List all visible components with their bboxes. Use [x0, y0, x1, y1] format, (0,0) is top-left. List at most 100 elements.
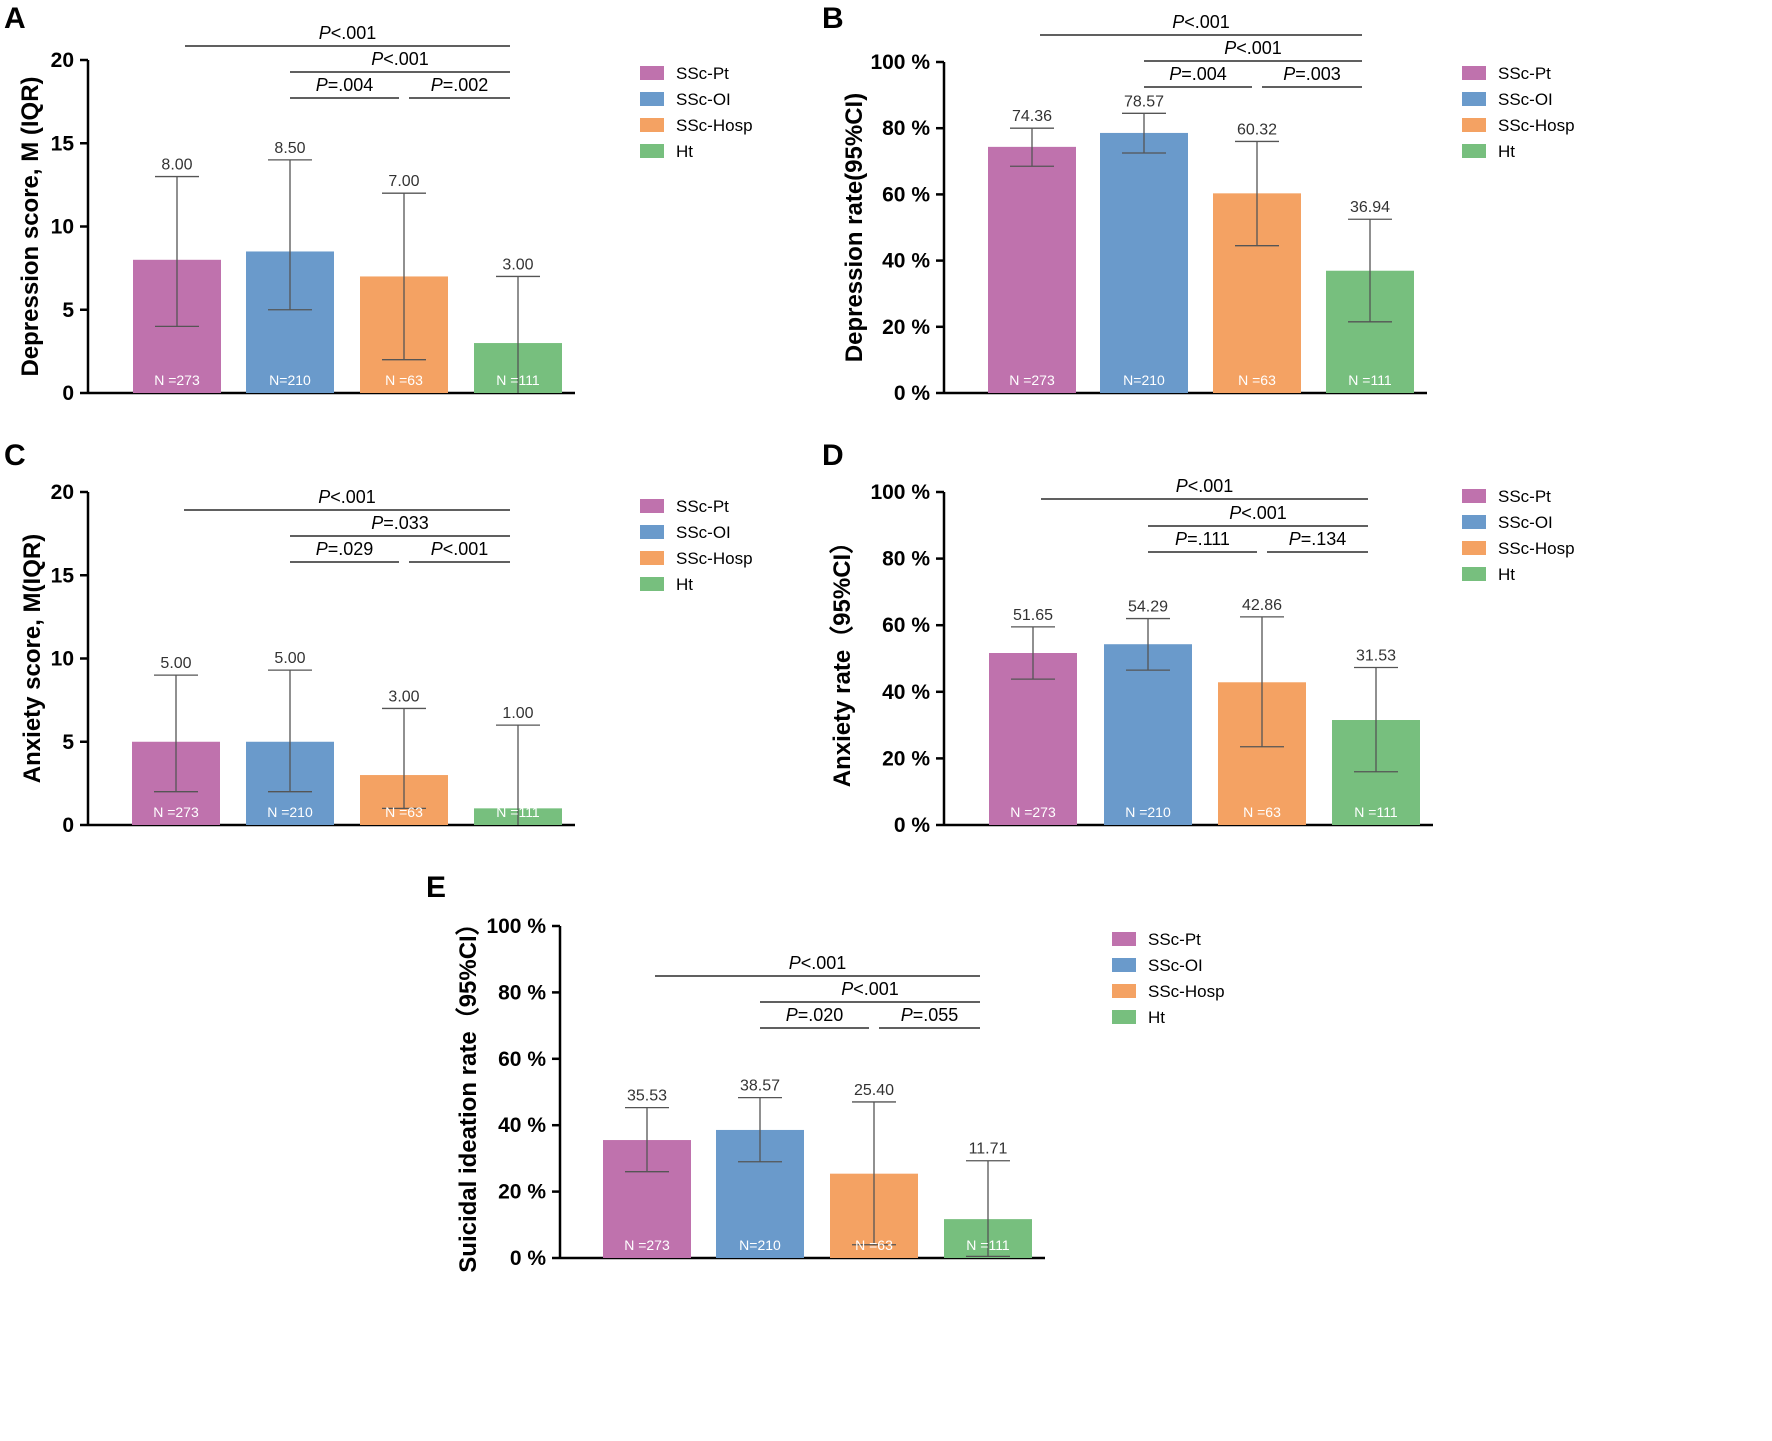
legend-swatch [1462, 92, 1486, 106]
n-label: N =111 [496, 372, 540, 388]
legend-label: SSc-Hosp [1148, 982, 1225, 1001]
data-label: 8.00 [161, 157, 192, 174]
p-value-label: P=.002 [431, 75, 489, 95]
legend-label: SSc-Hosp [676, 549, 753, 568]
data-label: 8.50 [274, 140, 305, 157]
legend-swatch [1462, 541, 1486, 555]
p-value-label: P<.001 [318, 487, 376, 507]
y-tick-label: 60 % [882, 183, 930, 206]
panel-c: C Anxiety score, M(IQR) 0 5 10 15 20 5.00 N =273… [4, 439, 753, 837]
panel-letter: A [4, 2, 26, 35]
n-label: N=210 [269, 372, 311, 388]
y-tick-label: 5 [62, 299, 74, 322]
p-value-label: P<.001 [371, 49, 429, 69]
n-label: N =63 [1238, 372, 1276, 388]
legend-label: SSc-OI [676, 90, 731, 109]
panel-letter: D [822, 439, 844, 472]
n-label: N =210 [1125, 804, 1171, 820]
y-tick-label: 5 [62, 731, 74, 754]
legend-swatch [1112, 932, 1136, 946]
y-tick-label: 0 % [894, 814, 931, 837]
data-label: 3.00 [502, 256, 533, 273]
legend-label: SSc-Pt [1148, 930, 1201, 949]
data-label: 11.71 [969, 1141, 1008, 1158]
y-tick-label: 20 [51, 481, 74, 504]
legend-swatch [1462, 515, 1486, 529]
data-label: 7.00 [388, 173, 419, 190]
n-label: N =111 [1354, 804, 1398, 820]
p-value-label: P<.001 [431, 539, 489, 559]
data-label: 35.53 [627, 1088, 667, 1105]
legend-swatch [640, 118, 664, 132]
y-tick-label: 20 % [498, 1181, 546, 1204]
p-value-label: P=.003 [1283, 64, 1341, 84]
data-label: 5.00 [274, 650, 305, 667]
p-value-label: P<.001 [789, 953, 847, 973]
data-label: 25.40 [854, 1082, 894, 1099]
legend-swatch [640, 92, 664, 106]
y-tick-label: 0 % [894, 382, 931, 405]
legend-swatch [640, 551, 664, 565]
data-label: 60.32 [1237, 121, 1277, 138]
panel-b: B Depression rate(95%CI) 0 % 20 % 40 % 60 % 80… [822, 2, 1575, 405]
data-label: 5.00 [160, 655, 191, 672]
data-label: 36.94 [1350, 199, 1390, 216]
y-tick-label: 100 % [870, 481, 930, 504]
y-tick-label: 40 % [498, 1114, 546, 1137]
data-label: 31.53 [1356, 647, 1396, 664]
legend-label: Ht [676, 575, 693, 594]
p-value-label: P=.004 [316, 75, 374, 95]
y-tick-label: 15 [51, 132, 75, 155]
p-value-label: P=.111 [1175, 529, 1230, 549]
n-label: N=210 [739, 1237, 781, 1253]
legend-label: Ht [1148, 1008, 1165, 1027]
panel-a: A Depression score, M (IQR) 0 5 10 15 20 8.00 N … [4, 2, 753, 405]
p-value-label: P=.029 [316, 539, 374, 559]
panel-letter: C [4, 439, 26, 472]
p-value-label: P<.001 [1224, 38, 1282, 58]
legend-label: SSc-Hosp [1498, 116, 1575, 135]
y-axis-label: Anxiety rate（95%CI） [829, 530, 856, 787]
legend-label: Ht [1498, 142, 1515, 161]
legend-swatch [1112, 984, 1136, 998]
data-label: 38.57 [740, 1078, 780, 1095]
n-label: N =111 [496, 804, 540, 820]
legend-swatch [1462, 489, 1486, 503]
legend-label: SSc-Hosp [1498, 539, 1575, 558]
bar-ssc-oi [1100, 132, 1188, 394]
bar-ssc-pt [988, 146, 1076, 393]
legend-label: SSc-Hosp [676, 116, 753, 135]
legend-label: SSc-OI [1148, 956, 1203, 975]
legend-label: SSc-OI [1498, 513, 1553, 532]
p-value-label: P=.134 [1289, 529, 1347, 549]
legend-label: SSc-Pt [676, 64, 729, 83]
n-label: N =63 [855, 1237, 893, 1253]
p-value-label: P=.033 [371, 513, 429, 533]
legend-swatch [640, 144, 664, 158]
n-label: N =111 [966, 1237, 1010, 1253]
legend-swatch [1462, 144, 1486, 158]
p-value-label: P<.001 [841, 979, 899, 999]
y-tick-label: 20 % [882, 316, 930, 339]
y-tick-label: 10 [51, 648, 74, 671]
y-tick-label: 80 % [498, 981, 546, 1004]
panel-e: E Suicidal ideation rate（95%CI） 0 % 20 % 40 … [426, 871, 1225, 1273]
p-value-label: P=.055 [901, 1005, 959, 1025]
p-value-label: P<.001 [1176, 476, 1234, 496]
n-label: N =111 [1348, 372, 1392, 388]
legend-label: Ht [1498, 565, 1515, 584]
legend-swatch [1462, 567, 1486, 581]
legend-swatch [1112, 1010, 1136, 1024]
panel-letter: E [426, 871, 446, 904]
y-tick-label: 0 % [510, 1247, 547, 1270]
n-label: N =210 [267, 804, 313, 820]
y-tick-label: 0 [62, 814, 74, 837]
legend-swatch [1112, 958, 1136, 972]
y-axis-label: Depression score, M (IQR) [17, 76, 44, 376]
legend-label: SSc-OI [676, 523, 731, 542]
bar-ssc-oi [1104, 644, 1192, 825]
legend-swatch [1462, 66, 1486, 80]
data-label: 42.86 [1242, 597, 1282, 614]
